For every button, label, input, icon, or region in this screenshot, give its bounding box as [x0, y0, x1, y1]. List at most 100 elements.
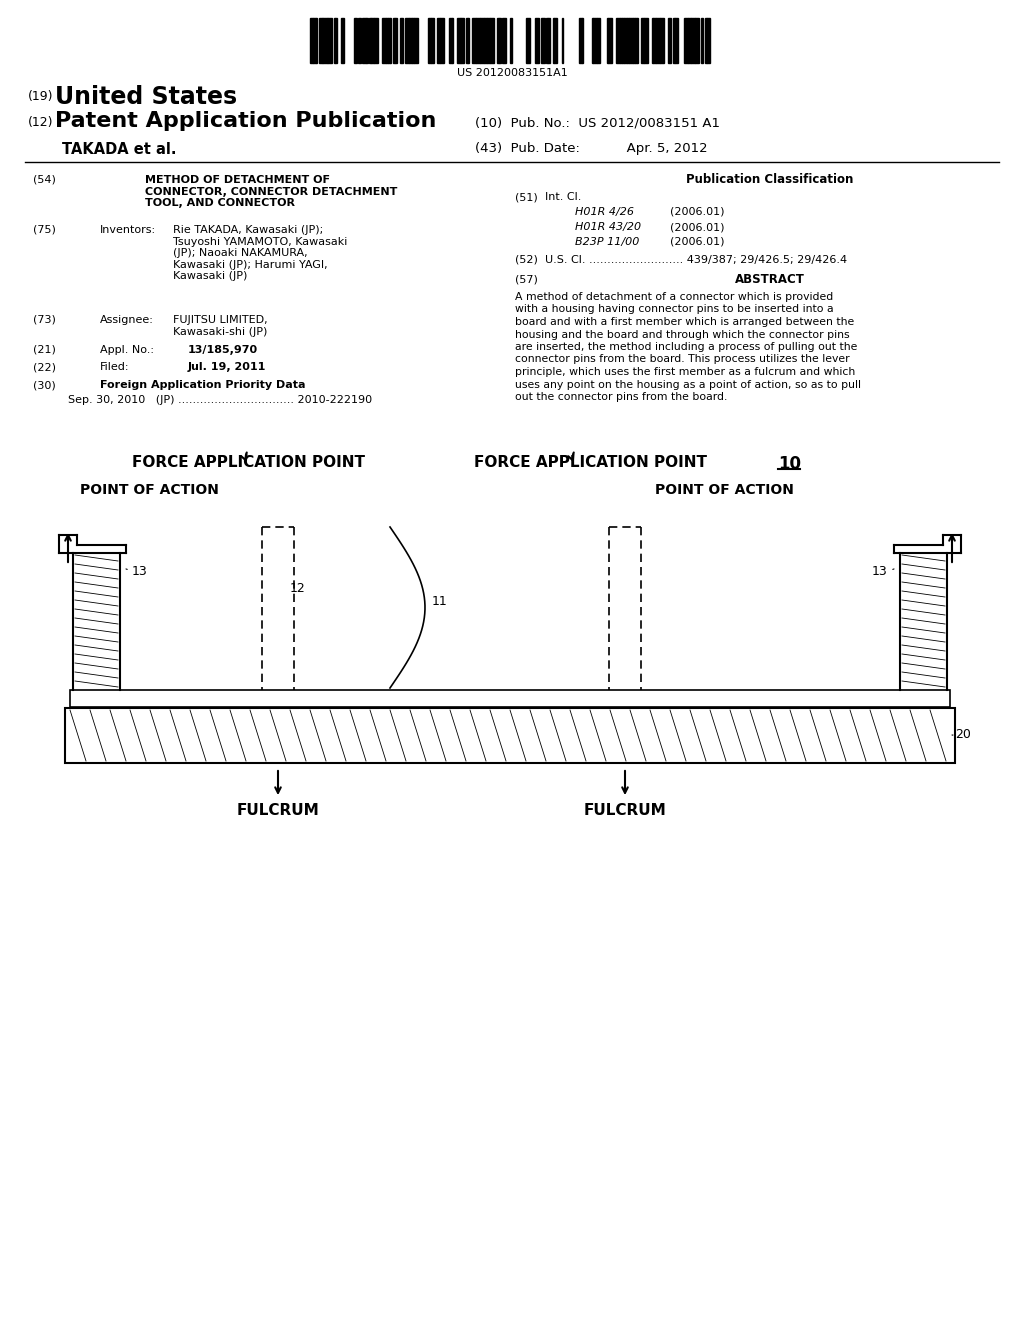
Bar	[335, 18, 337, 63]
Bar	[554, 18, 557, 63]
Bar	[705, 18, 707, 63]
Bar	[393, 18, 395, 63]
Bar	[362, 18, 366, 63]
Bar	[490, 18, 494, 63]
Bar	[510, 18, 512, 63]
Text: principle, which uses the first member as a fulcrum and which: principle, which uses the first member a…	[515, 367, 855, 378]
Text: Int. Cl.: Int. Cl.	[545, 191, 582, 202]
Text: FUJITSU LIMITED,
Kawasaki-shi (JP): FUJITSU LIMITED, Kawasaki-shi (JP)	[173, 315, 267, 337]
Bar	[497, 18, 499, 63]
Text: (2006.01): (2006.01)	[670, 222, 725, 232]
Bar	[414, 18, 418, 63]
Text: connector pins from the board. This process utilizes the lever: connector pins from the board. This proc…	[515, 355, 850, 364]
Text: U.S. Cl. .......................... 439/387; 29/426.5; 29/426.4: U.S. Cl. .......................... 439/…	[545, 255, 847, 265]
Bar	[388, 18, 390, 63]
Bar	[341, 18, 344, 63]
Bar	[428, 18, 431, 63]
Bar	[328, 18, 332, 63]
Text: 20: 20	[955, 729, 971, 741]
Bar	[358, 18, 361, 63]
Text: 10: 10	[778, 455, 801, 473]
Bar	[487, 18, 490, 63]
Text: United States: United States	[55, 84, 238, 110]
Bar	[371, 18, 374, 63]
Text: H01R 4/26: H01R 4/26	[575, 207, 634, 216]
Bar	[579, 18, 582, 63]
Text: FORCE APPLICATION POINT: FORCE APPLICATION POINT	[131, 455, 365, 470]
Bar	[701, 18, 703, 63]
Bar	[437, 18, 440, 63]
Bar	[70, 690, 950, 708]
Text: board and with a first member which is arranged between the: board and with a first member which is a…	[515, 317, 854, 327]
Text: (54): (54)	[33, 176, 56, 185]
Bar	[369, 18, 371, 63]
Text: 13/185,970: 13/185,970	[188, 345, 258, 355]
Text: 11: 11	[432, 595, 447, 609]
Text: (2006.01): (2006.01)	[670, 207, 725, 216]
Text: Rie TAKADA, Kawasaki (JP);
Tsuyoshi YAMAMOTO, Kawasaki
(JP); Naoaki NAKAMURA,
Ka: Rie TAKADA, Kawasaki (JP); Tsuyoshi YAMA…	[173, 224, 347, 281]
Bar	[546, 18, 548, 63]
Bar	[310, 18, 313, 63]
Text: A method of detachment of a connector which is provided: A method of detachment of a connector wh…	[515, 292, 834, 302]
Bar	[541, 18, 545, 63]
Bar	[633, 18, 635, 63]
Bar	[406, 18, 409, 63]
Text: (2006.01): (2006.01)	[670, 238, 725, 247]
Text: (30): (30)	[33, 380, 55, 389]
Text: 13: 13	[872, 565, 888, 578]
Bar	[548, 18, 550, 63]
Text: (21): (21)	[33, 345, 56, 355]
Text: FULCRUM: FULCRUM	[584, 803, 667, 818]
Bar	[684, 18, 688, 63]
Bar	[412, 18, 414, 63]
Text: (75): (75)	[33, 224, 56, 235]
Bar	[395, 18, 397, 63]
Text: (19): (19)	[28, 90, 53, 103]
Text: housing and the board and through which the connector pins: housing and the board and through which …	[515, 330, 850, 339]
Text: with a housing having connector pins to be inserted into a: with a housing having connector pins to …	[515, 305, 834, 314]
Text: (51): (51)	[515, 191, 538, 202]
Text: B23P 11/00: B23P 11/00	[575, 238, 639, 247]
Bar	[673, 18, 675, 63]
Text: 12: 12	[290, 582, 306, 595]
Bar	[620, 18, 622, 63]
Bar	[653, 18, 656, 63]
Bar	[457, 18, 460, 63]
Text: ABSTRACT: ABSTRACT	[735, 273, 805, 286]
Bar	[319, 18, 322, 63]
Text: (10)  Pub. No.:  US 2012/0083151 A1: (10) Pub. No.: US 2012/0083151 A1	[475, 116, 720, 129]
Text: uses any point on the housing as a point of action, so as to pull: uses any point on the housing as a point…	[515, 380, 861, 389]
Bar	[480, 18, 484, 63]
Text: METHOD OF DETACHMENT OF
CONNECTOR, CONNECTOR DETACHMENT
TOOL, AND CONNECTOR: METHOD OF DETACHMENT OF CONNECTOR, CONNE…	[145, 176, 397, 209]
Text: (43)  Pub. Date:           Apr. 5, 2012: (43) Pub. Date: Apr. 5, 2012	[475, 143, 708, 154]
Text: POINT OF ACTION: POINT OF ACTION	[655, 483, 794, 498]
Bar	[526, 18, 530, 63]
Bar	[535, 18, 539, 63]
Text: (22): (22)	[33, 362, 56, 372]
Bar	[656, 18, 660, 63]
Text: 13: 13	[132, 565, 147, 578]
Bar	[65, 708, 955, 763]
Bar	[660, 18, 664, 63]
Text: (57): (57)	[515, 275, 538, 285]
Bar	[688, 18, 691, 63]
Text: Appl. No.:: Appl. No.:	[100, 345, 154, 355]
Bar	[691, 18, 695, 63]
Bar	[695, 18, 699, 63]
Bar	[386, 18, 388, 63]
Bar	[400, 18, 403, 63]
Text: Foreign Application Priority Data: Foreign Application Priority Data	[100, 380, 305, 389]
Bar	[629, 18, 633, 63]
Bar	[635, 18, 637, 63]
Bar	[675, 18, 678, 63]
Bar	[499, 18, 501, 63]
Bar	[616, 18, 620, 63]
Bar	[466, 18, 468, 63]
Text: POINT OF ACTION: POINT OF ACTION	[80, 483, 219, 498]
Text: Inventors:: Inventors:	[100, 224, 156, 235]
Bar	[597, 18, 600, 63]
Text: Filed:: Filed:	[100, 362, 129, 372]
Bar	[476, 18, 480, 63]
Bar	[593, 18, 597, 63]
Bar	[484, 18, 487, 63]
